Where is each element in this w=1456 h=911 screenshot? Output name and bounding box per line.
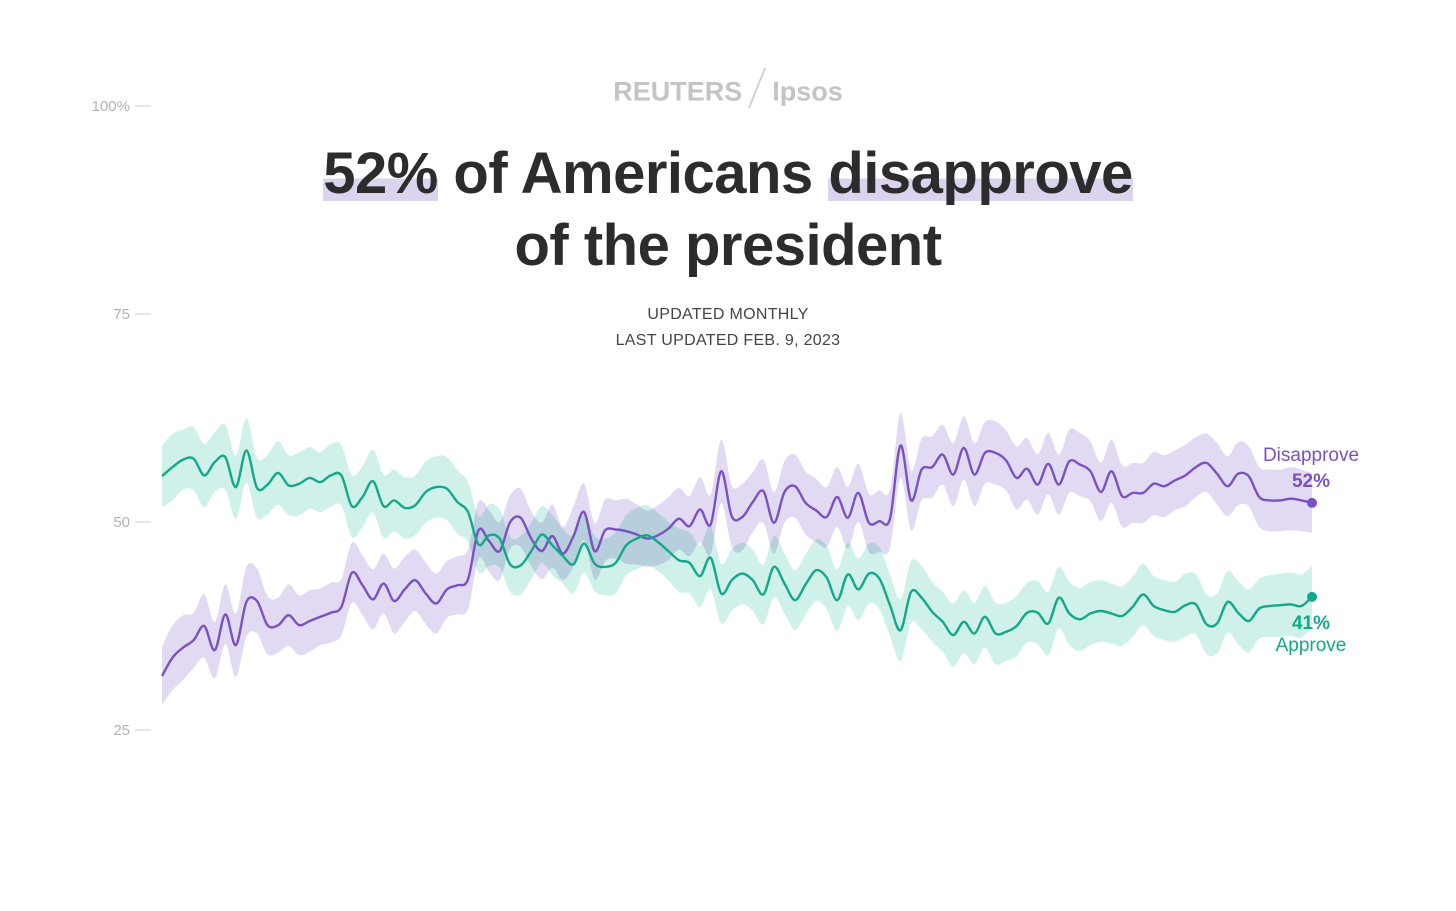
title-highlight-percent: 52%: [323, 141, 438, 206]
end-labels: Disapprove 52% 41%Approve: [1263, 445, 1359, 656]
disapprove-value-label: 52%: [1292, 471, 1330, 492]
approve-line: [161, 449, 1313, 637]
y-tick-label-100: 100%: [92, 98, 130, 115]
title-highlight-disapprove: disapprove: [828, 141, 1133, 206]
y-tick-label-25: 25: [113, 722, 130, 739]
approve-end-point: [1307, 591, 1317, 602]
update-info: UPDATED MONTHLY LAST UPDATED FEB. 9, 202…: [0, 302, 1456, 354]
y-axis: 25 50 75 100%: [92, 98, 151, 739]
ipsos-wordmark: Ipsos: [772, 76, 843, 107]
page-title: 52% of Americans disapprove of the presi…: [0, 138, 1456, 282]
brand-divider: [748, 67, 767, 109]
y-tick-label-50: 50: [113, 514, 130, 531]
y-tick-label-75: 75: [113, 306, 130, 323]
series-lines: [160, 444, 1317, 677]
reuters-wordmark: REUTERS: [613, 76, 743, 107]
brand-logo: REUTERS Ipsos: [0, 67, 1456, 114]
confidence-bands: [162, 412, 1312, 705]
update-frequency: UPDATED MONTHLY: [647, 306, 809, 323]
disapprove-label: Disapprove: [1263, 445, 1359, 466]
title-middle: of Americans: [437, 141, 829, 206]
title-line2: of the president: [514, 213, 942, 278]
disapprove-line: [160, 444, 1313, 677]
disapprove-end-point: [1307, 497, 1317, 508]
approve-value-label: 41%: [1292, 613, 1330, 634]
approve-label: Approve: [1276, 635, 1347, 656]
approve-band: [162, 417, 1312, 667]
disapprove-band: [162, 412, 1312, 705]
last-updated: LAST UPDATED FEB. 9, 2023: [615, 332, 841, 349]
